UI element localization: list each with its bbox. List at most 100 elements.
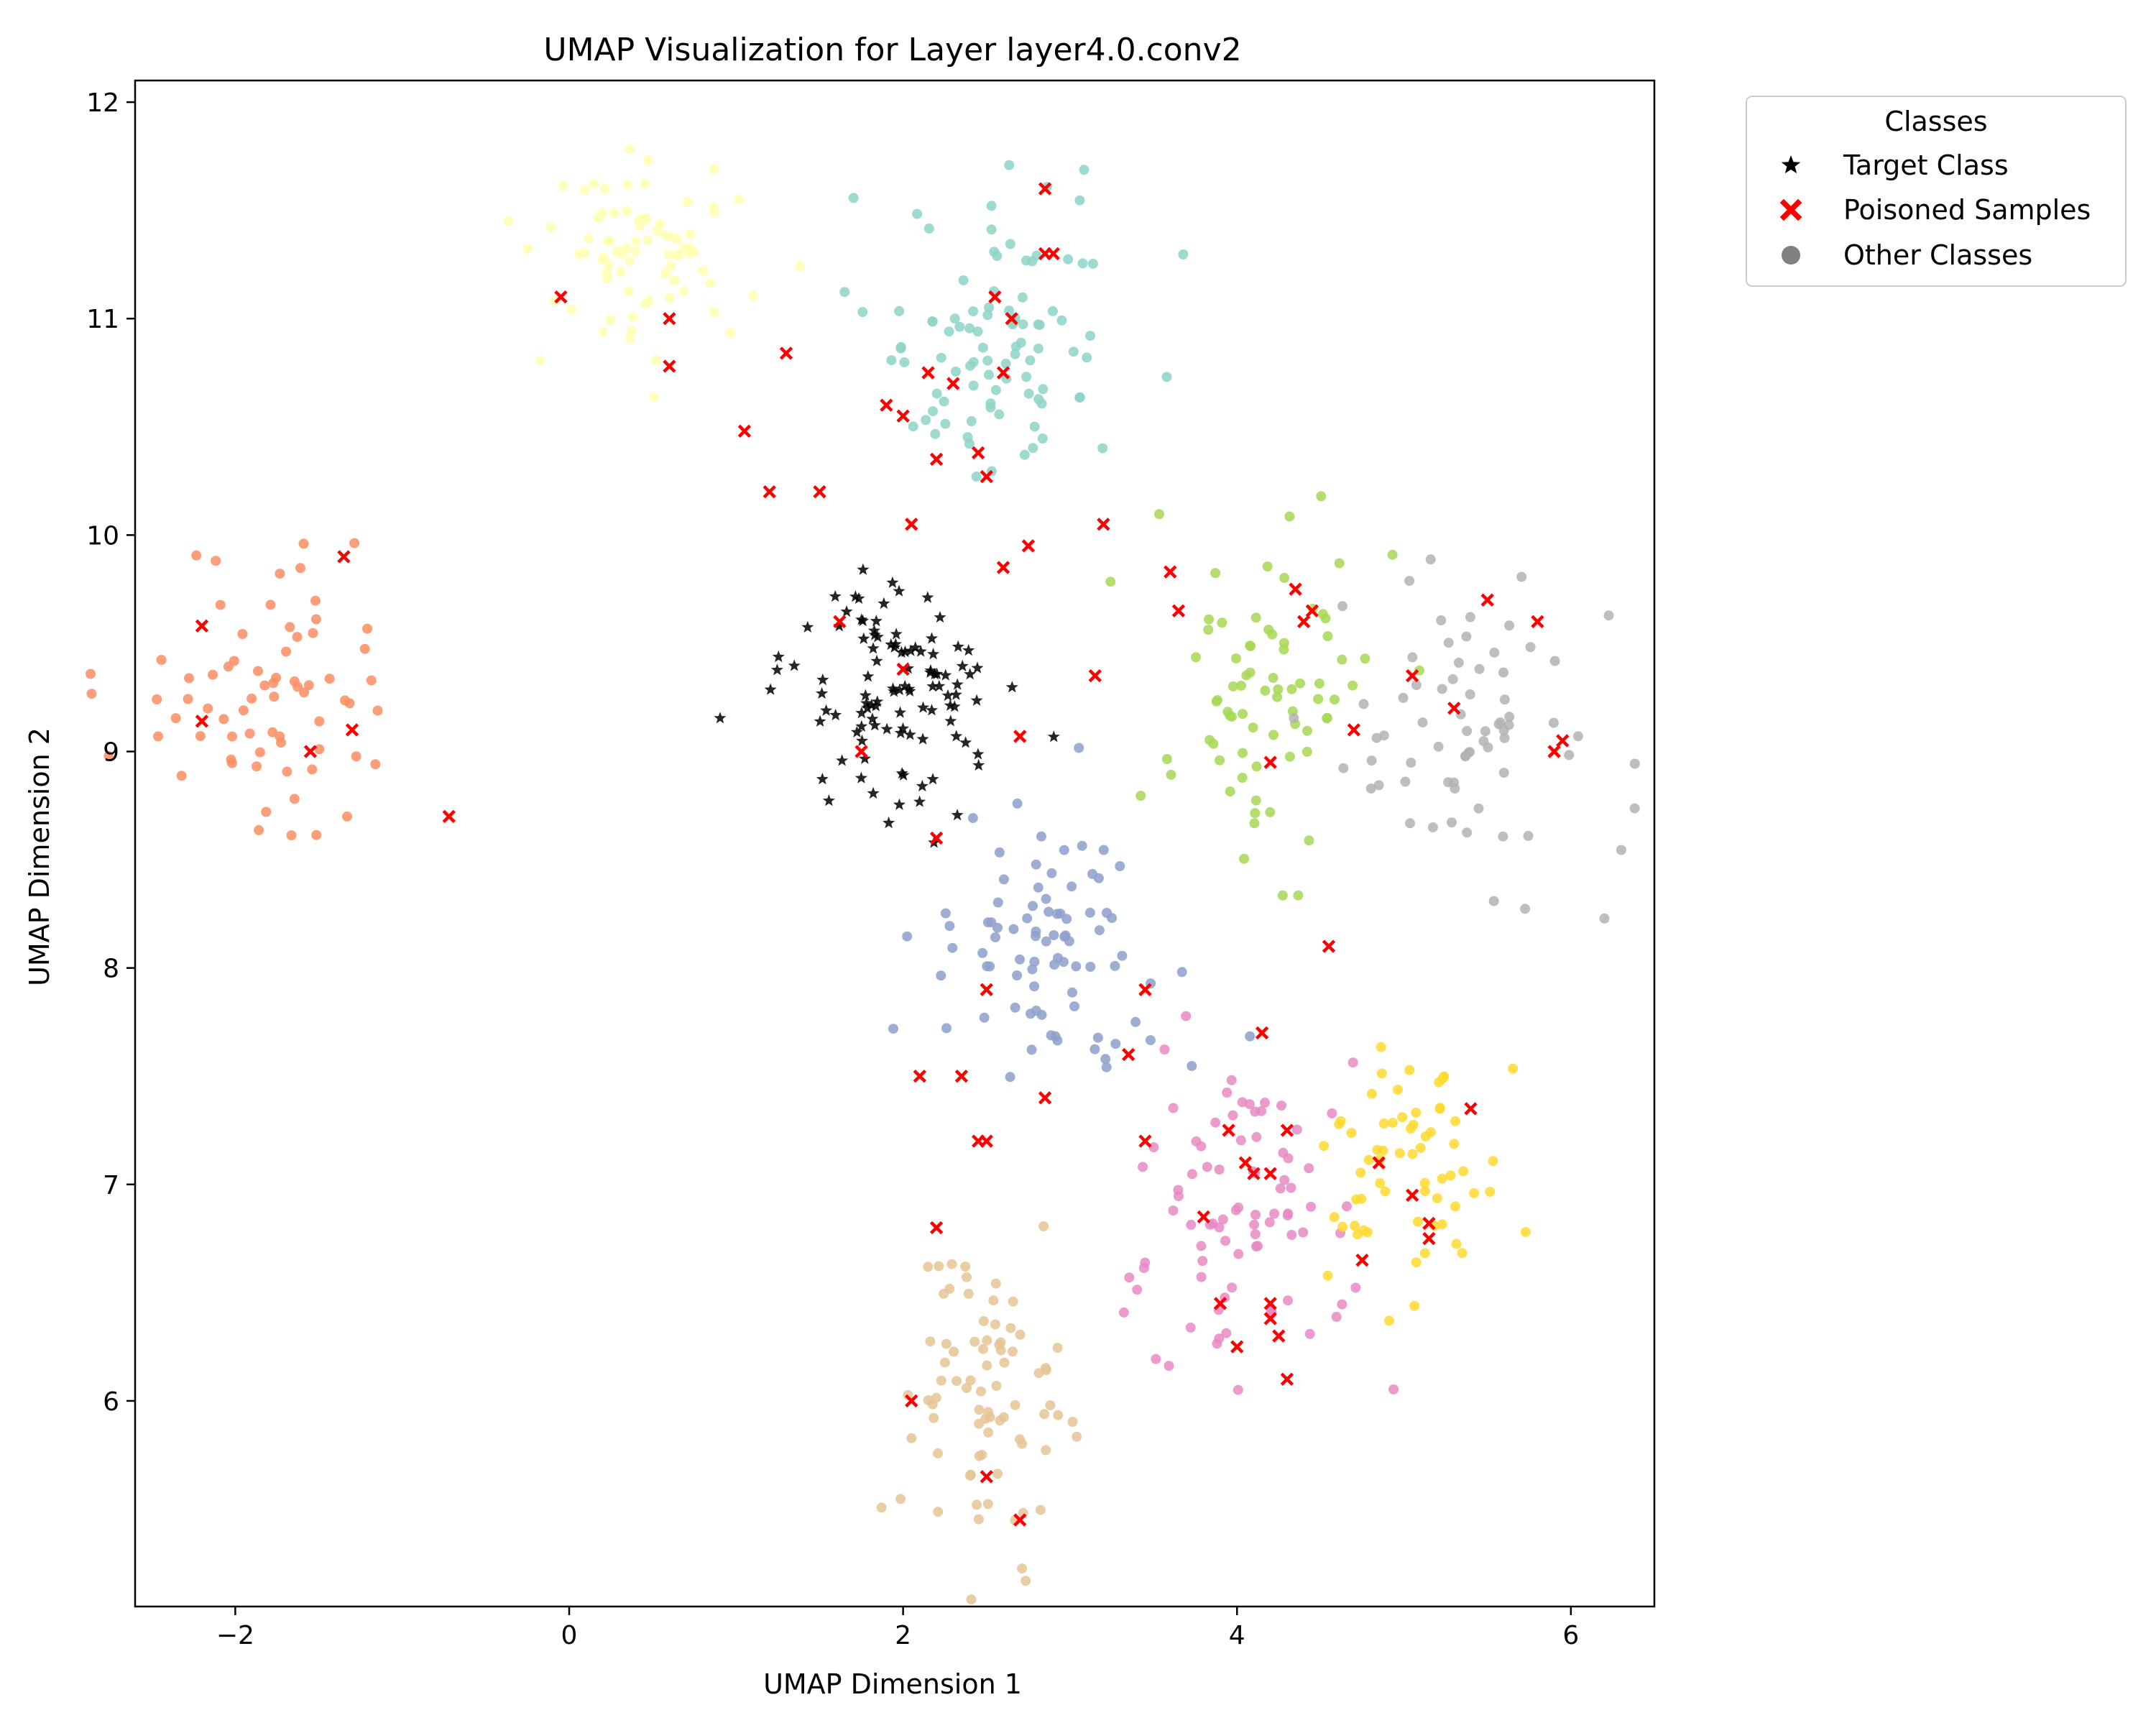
data-point (921, 415, 931, 426)
data-point (1256, 1106, 1267, 1116)
poisoned-sample-point (1038, 247, 1052, 261)
data-point (678, 285, 689, 296)
target-class-point (866, 712, 879, 725)
data-point (1148, 1142, 1159, 1153)
data-point (1031, 931, 1041, 942)
data-point (1411, 680, 1422, 690)
poisoned-sample-point (303, 745, 318, 758)
data-point (1465, 612, 1475, 622)
poisoned-sample-point (1464, 1102, 1478, 1116)
data-point (1023, 388, 1034, 399)
poisoned-sample-point (905, 518, 918, 531)
data-point (1412, 1216, 1423, 1227)
data-point (940, 908, 951, 919)
data-point (308, 628, 318, 638)
poisoned-sample-point (1138, 983, 1152, 996)
poisoned-sample-point (854, 745, 868, 758)
poisoned-sample-point (1422, 1216, 1436, 1231)
data-point (1094, 925, 1105, 936)
data-point (1059, 845, 1069, 855)
data-point (227, 731, 237, 742)
poisoned-sample-point (1447, 702, 1461, 715)
data-point (1394, 1148, 1405, 1159)
data-point (1337, 1221, 1348, 1232)
data-point (977, 947, 988, 958)
data-point (314, 716, 325, 727)
poisoned-sample-point (833, 615, 847, 629)
target-class-point (868, 719, 881, 731)
axes-layer: −2 0 2 4 6 6 7 8 9 10 11 12 (86, 79, 1656, 1650)
y-tick-label: 11 (86, 305, 119, 334)
data-point (303, 680, 314, 691)
data-point (1010, 341, 1021, 352)
data-point (1408, 1119, 1419, 1130)
legend-title: Classes (1884, 106, 1987, 137)
poisoned-sample-point (737, 424, 752, 438)
data-point (1549, 656, 1560, 666)
data-point (1138, 1263, 1149, 1274)
poisoned-sample-point (1247, 1167, 1261, 1180)
data-point (964, 323, 975, 334)
data-point (1437, 1173, 1447, 1184)
data-point (286, 830, 297, 841)
data-point (1434, 1103, 1445, 1113)
data-point (1485, 1187, 1496, 1197)
target-class-point (858, 752, 871, 764)
data-point (1508, 1063, 1519, 1074)
data-point (1346, 1128, 1357, 1139)
data-point (1210, 1117, 1221, 1128)
data-point (1480, 726, 1491, 737)
poisoned-sample-point (1097, 518, 1110, 531)
data-point (292, 681, 303, 692)
target-class-point (867, 642, 880, 654)
data-point (1012, 798, 1023, 809)
data-point (1616, 845, 1626, 855)
data-point (1375, 1178, 1386, 1189)
data-point (609, 208, 619, 219)
data-point (1504, 620, 1515, 631)
y-tick-label: 8 (103, 955, 119, 984)
poisoned-sample-point (1038, 1091, 1052, 1105)
data-point (1221, 1328, 1232, 1338)
data-point (1085, 962, 1096, 972)
data-point (1101, 1062, 1112, 1072)
data-point (1443, 638, 1454, 648)
data-point (1316, 491, 1327, 502)
data-point (1384, 1315, 1395, 1326)
data-point (624, 286, 634, 297)
data-point (1181, 1011, 1192, 1021)
data-point (1447, 817, 1457, 828)
data-point (1052, 1343, 1063, 1354)
data-point (1275, 1183, 1286, 1194)
data-point (612, 246, 622, 257)
data-point (203, 703, 213, 714)
data-point (259, 680, 270, 691)
data-point (1029, 957, 1040, 967)
data-point (566, 304, 576, 315)
data-point (966, 1594, 977, 1605)
data-point (310, 614, 321, 625)
data-point (1048, 305, 1058, 316)
data-point (1329, 1212, 1340, 1223)
data-point (627, 311, 638, 322)
target-class-point (916, 701, 930, 713)
data-point (962, 1383, 972, 1393)
data-point (1283, 1208, 1294, 1219)
data-point (1458, 1166, 1469, 1177)
poisoned-sample-point (1322, 939, 1336, 953)
data-point (902, 931, 913, 942)
data-point (1110, 1039, 1121, 1049)
poisoned-sample-point (1272, 1329, 1286, 1343)
poisoned-sample-point (1405, 1188, 1419, 1203)
poisoned-sample-point (921, 366, 935, 380)
data-point (933, 1448, 944, 1458)
data-point (1074, 392, 1085, 403)
data-point (1277, 890, 1288, 901)
data-point (1207, 1218, 1218, 1229)
data-point (1365, 783, 1376, 794)
data-point (968, 357, 979, 367)
data-point (1036, 398, 1047, 409)
data-point (936, 1375, 946, 1386)
data-point (1419, 1177, 1430, 1188)
data-point (1222, 707, 1233, 717)
